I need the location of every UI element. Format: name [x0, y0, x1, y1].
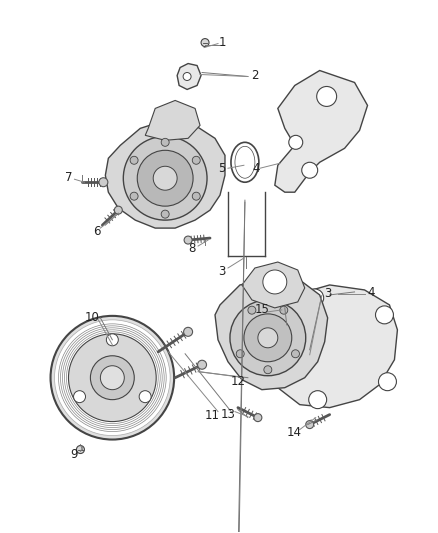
Circle shape	[306, 289, 324, 307]
Circle shape	[263, 351, 281, 369]
Circle shape	[306, 421, 314, 429]
Polygon shape	[177, 63, 201, 90]
Circle shape	[74, 391, 85, 402]
Circle shape	[378, 373, 396, 391]
Circle shape	[130, 156, 138, 164]
Text: 12: 12	[230, 375, 245, 388]
Polygon shape	[268, 285, 397, 408]
Polygon shape	[215, 278, 328, 390]
Polygon shape	[106, 120, 225, 228]
Circle shape	[258, 328, 278, 348]
Polygon shape	[145, 100, 200, 140]
Circle shape	[68, 334, 156, 422]
Circle shape	[302, 162, 318, 178]
Circle shape	[254, 414, 262, 422]
Circle shape	[264, 366, 272, 374]
Text: 15: 15	[254, 303, 269, 317]
Circle shape	[184, 327, 193, 336]
Circle shape	[124, 136, 207, 220]
Circle shape	[309, 391, 327, 409]
Circle shape	[54, 320, 170, 435]
Text: 5: 5	[218, 161, 226, 175]
Text: 11: 11	[205, 409, 219, 422]
Circle shape	[114, 206, 122, 214]
Circle shape	[375, 306, 393, 324]
Circle shape	[192, 192, 200, 200]
Text: 3: 3	[324, 287, 331, 301]
Text: 4: 4	[252, 161, 260, 175]
Text: 4: 4	[368, 286, 375, 300]
Text: 13: 13	[221, 408, 235, 421]
Circle shape	[230, 300, 306, 376]
Circle shape	[184, 236, 192, 244]
Text: 7: 7	[65, 171, 72, 184]
Circle shape	[77, 446, 85, 454]
Text: 8: 8	[188, 241, 196, 255]
Circle shape	[90, 356, 134, 400]
Circle shape	[289, 135, 303, 149]
Circle shape	[100, 366, 124, 390]
Ellipse shape	[235, 147, 255, 178]
Circle shape	[291, 350, 300, 358]
Circle shape	[317, 86, 337, 107]
Circle shape	[198, 360, 207, 369]
Circle shape	[201, 38, 209, 46]
Circle shape	[161, 210, 169, 218]
Ellipse shape	[269, 286, 301, 330]
Text: 3: 3	[218, 265, 226, 278]
Circle shape	[280, 306, 288, 314]
Circle shape	[248, 306, 256, 314]
Circle shape	[50, 316, 174, 440]
Circle shape	[244, 314, 292, 362]
Text: 14: 14	[286, 426, 301, 439]
Text: 1: 1	[218, 36, 226, 49]
Circle shape	[183, 72, 191, 80]
Circle shape	[263, 270, 287, 294]
Circle shape	[236, 350, 244, 358]
Circle shape	[106, 334, 118, 346]
Circle shape	[153, 166, 177, 190]
Circle shape	[130, 192, 138, 200]
Polygon shape	[275, 70, 367, 192]
Ellipse shape	[231, 142, 259, 182]
Polygon shape	[242, 262, 305, 308]
Text: 10: 10	[85, 311, 100, 325]
Circle shape	[192, 156, 200, 164]
Circle shape	[137, 150, 193, 206]
Circle shape	[139, 391, 151, 402]
Text: 2: 2	[251, 69, 258, 82]
Ellipse shape	[274, 292, 296, 325]
Text: 9: 9	[71, 448, 78, 461]
Circle shape	[161, 139, 169, 147]
Text: 6: 6	[93, 224, 100, 238]
Circle shape	[99, 177, 108, 187]
